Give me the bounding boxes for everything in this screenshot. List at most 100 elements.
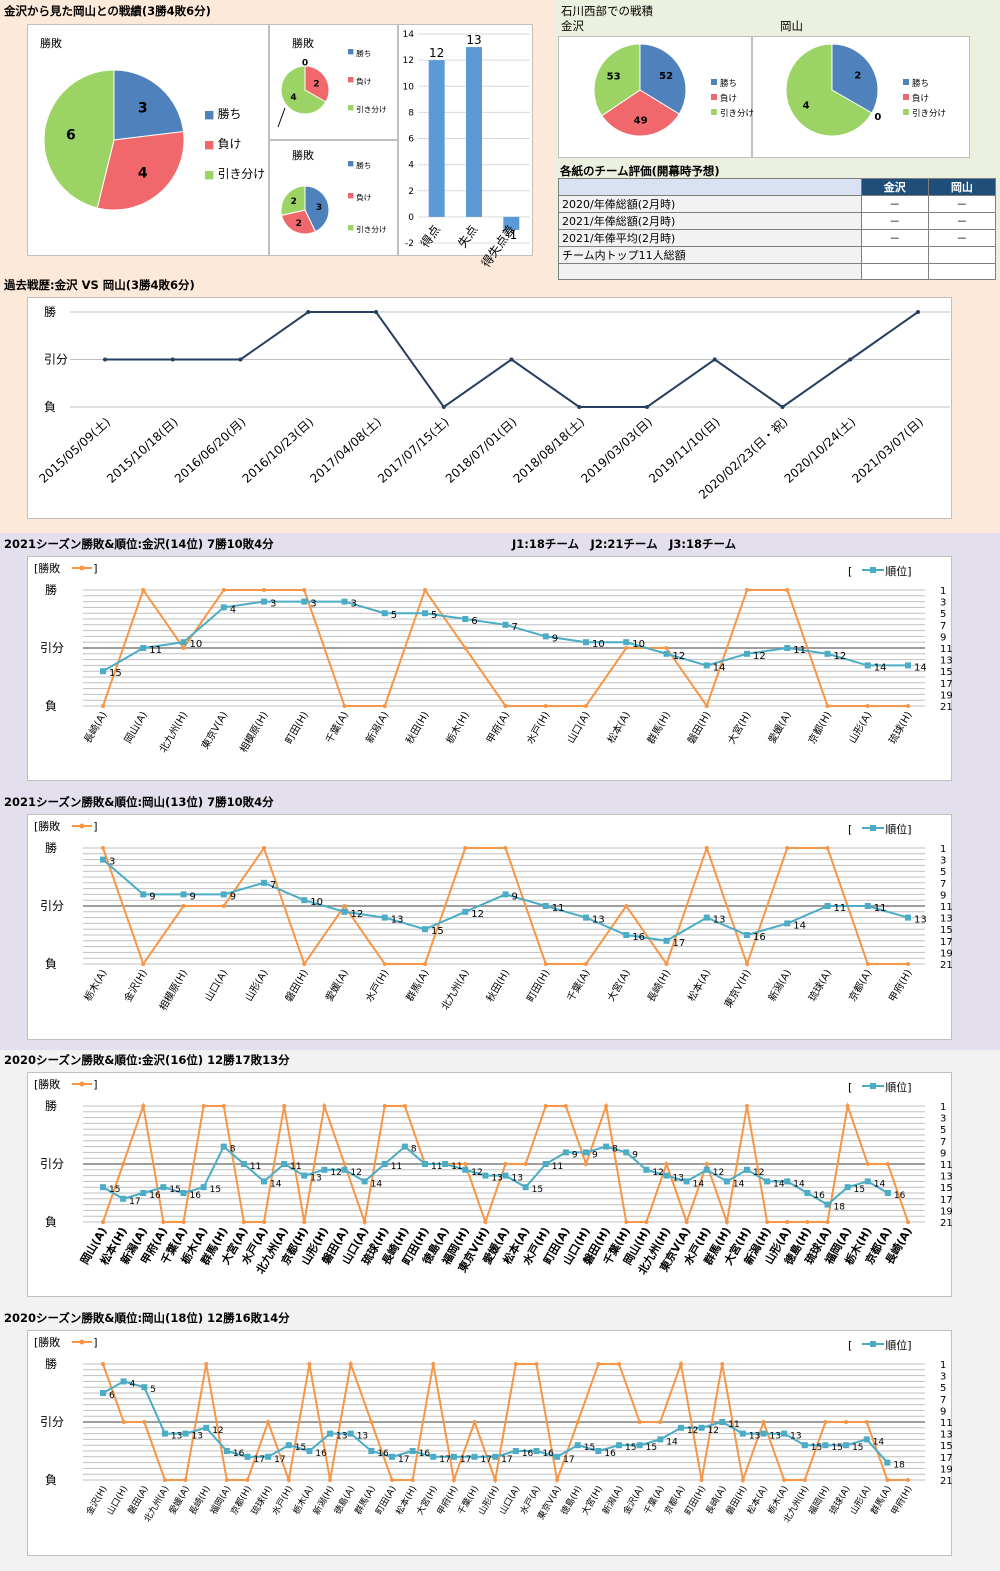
result-point xyxy=(555,1478,560,1482)
rank-point xyxy=(180,891,187,898)
legend-marker xyxy=(870,567,876,573)
rank-tick-label: 19 xyxy=(940,1464,953,1475)
rank-point xyxy=(583,914,589,921)
table-cell: － xyxy=(860,212,929,230)
rank-tick-label: 5 xyxy=(940,1383,946,1394)
y-tick-label: 引分 xyxy=(40,641,64,655)
bar xyxy=(428,60,445,217)
rank-value-label: 13 xyxy=(713,915,726,926)
x-tick-label: 東京V(A) xyxy=(198,709,230,752)
x-tick-label: 磐田(H) xyxy=(282,967,311,1004)
result-point xyxy=(245,1478,250,1482)
x-tick-label: 松本(A) xyxy=(604,709,633,746)
x-tick-label: 新潟(A) xyxy=(363,709,392,746)
rank-value-label: 17 xyxy=(563,1455,574,1465)
rank-point xyxy=(462,1166,469,1173)
result-point xyxy=(802,1478,807,1482)
rank-point xyxy=(180,1190,187,1196)
rank-value-label: 17 xyxy=(253,1455,264,1465)
result-point xyxy=(699,1478,704,1482)
y-tick-label: 引分 xyxy=(44,353,68,367)
table-cell: 2020/年俸総額(2月時) xyxy=(558,195,862,213)
legend-swatch xyxy=(348,225,354,231)
result-point xyxy=(221,904,226,908)
history-point xyxy=(509,357,514,362)
x-tick-label: 愛媛(A) xyxy=(765,709,794,746)
x-tick-label: 琉球(A) xyxy=(806,967,835,1004)
y-tick-label: 負 xyxy=(45,699,57,713)
rank-value-label: 10 xyxy=(592,639,605,650)
result-point xyxy=(543,962,548,966)
rank-value-label: 3 xyxy=(270,599,276,610)
pie-slice xyxy=(831,43,879,114)
season-title-2021-okayama: 2021シーズン勝敗&順位:岡山(13位) 7勝10敗4分 xyxy=(4,795,274,809)
result-point xyxy=(664,962,669,966)
result-point xyxy=(121,1420,126,1424)
pie-value-label: 2 xyxy=(313,80,319,90)
rank-point xyxy=(623,932,630,938)
rank-point xyxy=(542,903,549,909)
rank-value-label: 18 xyxy=(834,1203,846,1213)
rank-value-label: 15 xyxy=(169,1185,180,1195)
rank-value-label: 14 xyxy=(874,1179,886,1189)
rank-value-label: 17 xyxy=(129,1197,140,1207)
rank-value-label: 16 xyxy=(190,1191,202,1201)
legend-swatch xyxy=(348,77,354,83)
rank-value-label: 11 xyxy=(431,1162,442,1172)
rank-value-label: 16 xyxy=(894,1191,906,1201)
rank-point xyxy=(180,639,187,646)
legend-result: [勝敗 ] xyxy=(34,1076,98,1092)
rank-value-label: 11 xyxy=(834,903,847,914)
result-point xyxy=(262,1220,266,1224)
result-point xyxy=(410,1478,415,1482)
result-point xyxy=(142,1420,147,1424)
rank-point xyxy=(719,1419,726,1425)
result-point xyxy=(704,1162,709,1166)
legend-swatch xyxy=(711,94,717,100)
result-point xyxy=(302,962,307,966)
result-point xyxy=(241,1220,246,1224)
rank-point xyxy=(764,1178,771,1185)
legend-label: 引き分け xyxy=(356,105,387,114)
bar xyxy=(503,216,520,230)
rank-point xyxy=(657,1436,664,1443)
rank-tick-label: 1 xyxy=(940,1102,946,1113)
legend-swatch xyxy=(711,109,717,115)
rank-value-label: 9 xyxy=(230,891,236,902)
legend-rank: [ 順位] xyxy=(848,563,912,579)
legend-swatch xyxy=(348,193,354,199)
rank-value-label: 15 xyxy=(109,1185,120,1195)
result-point xyxy=(637,1420,642,1424)
x-tick-label: 山口(A) xyxy=(565,709,593,745)
legend-label: 引き分け xyxy=(912,109,946,119)
result-point xyxy=(543,1104,548,1108)
rank-value-label: 16 xyxy=(522,1449,534,1459)
legend-label: 勝ち xyxy=(720,78,737,89)
rank-value-label: 12 xyxy=(652,1168,663,1178)
table-cell: チーム内トップ11人総額 xyxy=(558,246,862,264)
x-tick-label: 東京V(H) xyxy=(721,967,753,1010)
rank-value-label: 11 xyxy=(728,1420,739,1430)
pie-slice xyxy=(593,43,641,117)
y-tick-label: 10 xyxy=(403,82,415,92)
result-point xyxy=(328,1478,333,1482)
history-point xyxy=(238,357,243,362)
x-tick-label: 長崎(H) xyxy=(644,967,673,1004)
rank-value-label: 12 xyxy=(673,651,686,662)
legend-result-label: [勝敗 ] xyxy=(34,1078,98,1091)
rank-tick-label: 7 xyxy=(940,1395,946,1406)
rank-tick-label: 13 xyxy=(940,1172,953,1183)
history-title: 過去戦歴:金沢 VS 岡山(3勝4敗6分) xyxy=(4,278,195,292)
rank-value-label: 15 xyxy=(584,1443,595,1453)
legend-marker xyxy=(79,565,85,571)
history-point xyxy=(306,310,311,314)
x-tick-label: 2020/10/24(土) xyxy=(782,415,859,486)
result-point xyxy=(262,588,266,592)
table-cell: － xyxy=(860,195,929,213)
rank-point xyxy=(533,1448,540,1454)
result-point xyxy=(221,1104,226,1108)
result-point xyxy=(181,1220,186,1224)
x-tick-label: 2015/05/09(土) xyxy=(36,415,113,486)
rank-point xyxy=(905,662,911,669)
bar xyxy=(466,47,482,217)
